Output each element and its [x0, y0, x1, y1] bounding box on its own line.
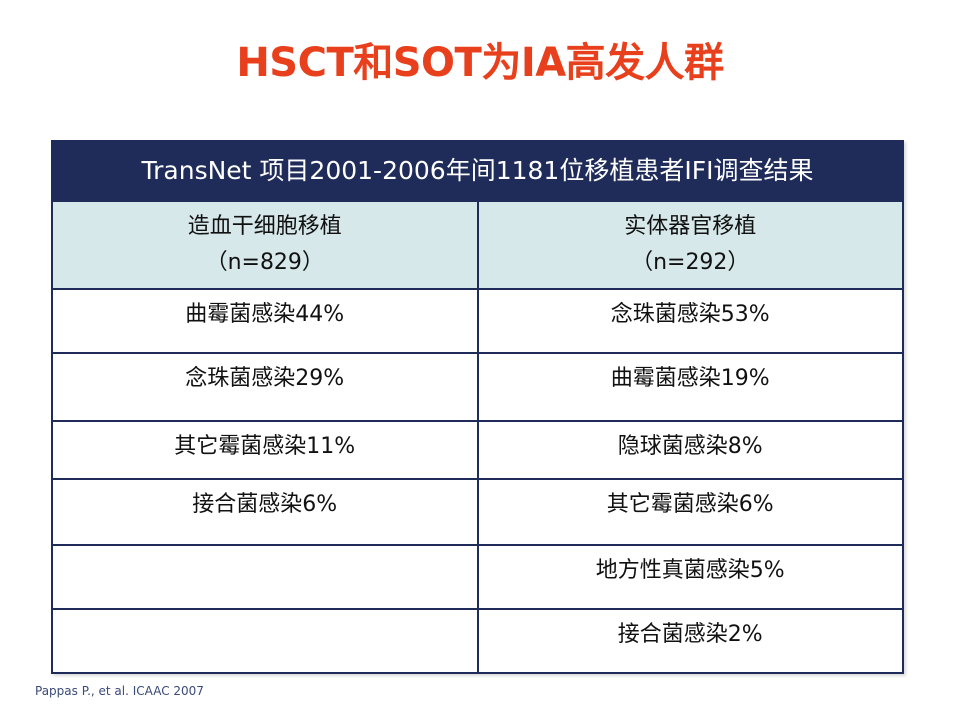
- table-cell: 其它霉菌感染11%: [51, 420, 479, 480]
- column-header-sot: 实体器官移植 （n=292）: [476, 200, 904, 290]
- ifi-results-table: TransNet 项目2001-2006年间1181位移植患者IFI调查结果 造…: [51, 140, 904, 674]
- table-cell: 接合菌感染2%: [476, 608, 904, 674]
- table-row: 曲霉菌感染44% 念珠菌感染53%: [51, 288, 904, 354]
- table-cell: 地方性真菌感染5%: [476, 544, 904, 610]
- table-row: 接合菌感染2%: [51, 608, 904, 674]
- table-banner: TransNet 项目2001-2006年间1181位移植患者IFI调查结果: [51, 140, 904, 202]
- table-cell: 曲霉菌感染19%: [476, 352, 904, 422]
- table-row: 其它霉菌感染11% 隐球菌感染8%: [51, 420, 904, 480]
- table-cell: 隐球菌感染8%: [476, 420, 904, 480]
- table-cell: 接合菌感染6%: [51, 478, 479, 546]
- slide-title: HSCT和SOT为IA高发人群: [236, 40, 724, 86]
- table-cell: 曲霉菌感染44%: [51, 288, 479, 354]
- table-row: 地方性真菌感染5%: [51, 544, 904, 610]
- column-name: 实体器官移植: [624, 214, 757, 239]
- column-count: （n=829）: [205, 250, 324, 275]
- column-name: 造血干细胞移植: [187, 214, 342, 239]
- table-cell: 念珠菌感染53%: [476, 288, 904, 354]
- column-header-hsct: 造血干细胞移植 （n=829）: [51, 200, 479, 290]
- table-cell: [51, 608, 479, 674]
- table-cell: 其它霉菌感染6%: [476, 478, 904, 546]
- table-row: 念珠菌感染29% 曲霉菌感染19%: [51, 352, 904, 422]
- table-row: 接合菌感染6% 其它霉菌感染6%: [51, 478, 904, 546]
- column-count: （n=292）: [631, 250, 750, 275]
- table-cell: [51, 544, 479, 610]
- table-cell: 念珠菌感染29%: [51, 352, 479, 422]
- source-citation: Pappas P., et al. ICAAC 2007: [35, 684, 204, 698]
